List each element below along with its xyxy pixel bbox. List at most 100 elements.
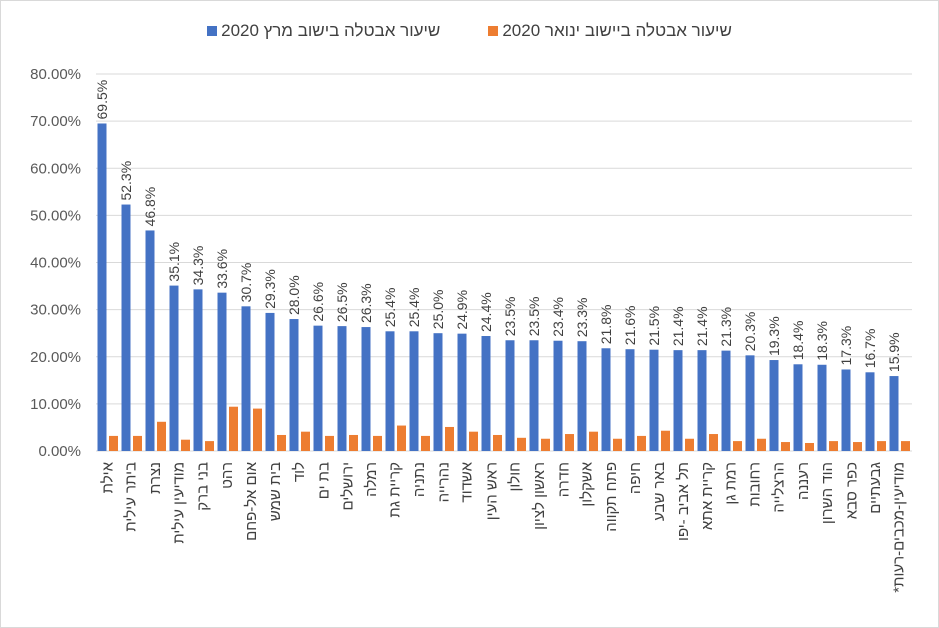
bar-january (469, 431, 478, 451)
x-tick-label: ראשון לציון (531, 462, 548, 530)
bar-march (169, 285, 179, 451)
data-label: 21.3% (718, 307, 734, 347)
bar-march (457, 333, 467, 451)
y-tick-label: 0.00% (38, 443, 81, 460)
legend-marker-march (207, 26, 218, 36)
bar-march (121, 204, 131, 451)
data-label: 21.8% (598, 305, 614, 345)
bar-january (613, 438, 622, 451)
bar-january (181, 439, 190, 451)
y-tick-label: 20.00% (30, 349, 81, 366)
data-label: 26.3% (358, 283, 374, 323)
bar-january (877, 441, 886, 451)
data-label: 34.3% (190, 246, 206, 286)
bar-january (565, 434, 574, 451)
data-label: 24.4% (478, 292, 494, 332)
data-label: 25.4% (406, 288, 422, 328)
x-tick-label: בית שמש (267, 462, 284, 522)
x-tick-label: אילת (99, 462, 116, 494)
data-label: 20.3% (742, 312, 758, 352)
data-label: 19.3% (766, 316, 782, 356)
bar-january (397, 425, 406, 451)
bar-january (637, 435, 646, 451)
bar-march (817, 364, 827, 451)
x-tick-label: תל אביב -יפו (675, 462, 692, 541)
x-tick-label: ירושלים (339, 462, 356, 511)
bar-march (841, 369, 851, 451)
bar-january (229, 406, 238, 451)
bar-march (385, 331, 395, 451)
y-tick-label: 60.00% (30, 160, 81, 177)
x-tick-label: גבעתיים (867, 462, 884, 514)
bar-january (205, 441, 214, 451)
data-label: 21.6% (622, 306, 638, 346)
x-tick-label: מודיעין-מכבים-רעות* (891, 462, 908, 593)
data-label: 33.6% (214, 249, 230, 289)
legend-marker-january (488, 26, 499, 36)
bar-january (157, 421, 166, 451)
bar-march (649, 349, 659, 451)
data-label: 69.5% (94, 80, 110, 120)
bar-march (193, 289, 203, 451)
x-tick-label: רחובות (747, 462, 764, 507)
bar-january (517, 437, 526, 451)
x-tick-label: באר שבע (651, 462, 668, 521)
bar-march (409, 331, 419, 451)
data-label: 21.5% (646, 306, 662, 346)
bar-march (217, 292, 227, 451)
bar-january (781, 442, 790, 451)
bar-january (301, 431, 310, 451)
bar-march (697, 350, 707, 451)
data-label: 25.4% (382, 288, 398, 328)
bar-march (721, 350, 731, 451)
x-tick-label: אשדוד (459, 462, 476, 503)
y-tick-label: 40.00% (30, 255, 81, 272)
data-label: 26.6% (310, 282, 326, 322)
bar-march (505, 340, 515, 451)
bar-january (325, 435, 334, 451)
x-tick-label: נתניה (411, 462, 428, 498)
x-tick-label: חיפה (627, 462, 644, 495)
bar-march (865, 372, 875, 451)
bar-march (241, 306, 251, 451)
x-tick-label: בת ים (315, 462, 332, 500)
y-tick-label: 50.00% (30, 207, 81, 224)
x-tick-label: חדרה (555, 462, 572, 498)
x-tick-label: לוד (291, 462, 308, 483)
x-tick-label: רעננה (795, 462, 812, 500)
bar-march (97, 123, 107, 451)
bar-january (829, 441, 838, 451)
bar-march (265, 312, 275, 451)
bar-march (673, 350, 683, 451)
bar-january (805, 442, 814, 451)
bar-january (733, 441, 742, 451)
bar-january (685, 438, 694, 451)
bar-january (661, 430, 670, 451)
data-label: 23.5% (526, 297, 542, 337)
x-tick-label: בני ברק (195, 462, 212, 511)
data-label: 16.7% (862, 329, 878, 369)
legend-item-january: שיעור אבטלה ביישוב ינואר 2020 (488, 21, 732, 41)
bar-january (493, 434, 502, 451)
y-tick-label: 80.00% (30, 66, 81, 83)
x-tick-label: חולון (507, 462, 524, 492)
x-tick-label: מודיעין עילית (171, 462, 188, 544)
bar-march (577, 341, 587, 451)
bar-january (109, 435, 118, 451)
bar-march (889, 376, 899, 451)
data-label: 21.4% (694, 306, 710, 346)
bar-march (769, 360, 779, 451)
data-label: 15.9% (886, 332, 902, 372)
bar-march (793, 364, 803, 451)
x-tick-label: נצרת (147, 462, 164, 494)
bar-january (277, 434, 286, 451)
data-label: 25.0% (430, 289, 446, 329)
bar-january (709, 434, 718, 451)
x-tick-label: פתח תקווה (603, 462, 620, 532)
bar-january (541, 438, 550, 451)
data-label: 17.3% (838, 326, 854, 366)
data-label: 30.7% (238, 263, 254, 303)
bar-january (133, 435, 142, 451)
x-tick-label: הוד השרון (819, 462, 836, 525)
x-tick-label: רמת גן (723, 462, 740, 505)
